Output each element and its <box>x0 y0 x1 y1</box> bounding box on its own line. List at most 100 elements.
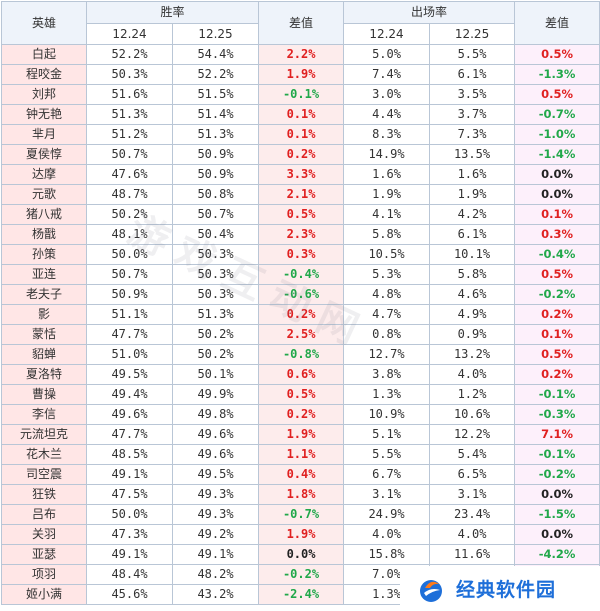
winrate-1224-cell: 47.5% <box>86 484 173 505</box>
winrate-diff-cell: -0.7% <box>258 504 345 525</box>
subheader-row: 12.24 12.25 12.24 12.25 <box>2 23 600 45</box>
table-row: 关羽 47.3% 49.2% 1.9% 4.0% 4.0% 0.0% <box>1 524 600 545</box>
winrate-diff-cell: 2.2% <box>258 44 345 65</box>
table-row: 白起 52.2% 54.4% 2.2% 5.0% 5.5% 0.5% <box>1 44 600 65</box>
header-pickrate-date2: 12.25 <box>429 23 516 45</box>
winrate-1224-cell: 50.9% <box>86 284 173 305</box>
winrate-1225-cell: 51.5% <box>171 84 260 105</box>
winrate-1224-cell: 48.5% <box>86 444 173 465</box>
winrate-1224-cell: 47.6% <box>86 164 173 185</box>
winrate-1225-cell: 50.2% <box>171 324 260 345</box>
table-row: 老夫子 50.9% 50.3% -0.6% 4.8% 4.6% -0.2% <box>1 284 600 305</box>
pickrate-1225-cell: 1.6% <box>429 164 516 185</box>
pickrate-1225-cell: 13.5% <box>429 144 516 165</box>
hero-name-cell: 程咬金 <box>1 64 87 85</box>
table-row: 狂铁 47.5% 49.3% 1.8% 3.1% 3.1% 0.0% <box>1 484 600 505</box>
hero-name-cell: 亚瑟 <box>1 544 87 565</box>
winrate-1224-cell: 47.7% <box>86 424 173 445</box>
winrate-diff-cell: 0.5% <box>258 204 345 225</box>
winrate-1225-cell: 49.3% <box>171 484 260 505</box>
hero-name-cell: 杨戬 <box>1 224 87 245</box>
pickrate-1224-cell: 3.0% <box>343 84 431 105</box>
winrate-1225-cell: 50.7% <box>171 204 260 225</box>
pickrate-diff-cell: -0.4% <box>514 244 600 265</box>
pickrate-diff-cell: 0.0% <box>514 164 600 185</box>
table-row: 刘邦 51.6% 51.5% -0.1% 3.0% 3.5% 0.5% <box>1 84 600 105</box>
pickrate-1225-cell: 6.1% <box>429 64 516 85</box>
pickrate-1225-cell: 10.6% <box>429 404 516 425</box>
hero-name-cell: 元歌 <box>1 184 87 205</box>
pickrate-1224-cell: 3.1% <box>343 484 431 505</box>
header-winrate-diff: 差值 <box>258 1 345 45</box>
pickrate-diff-cell: 0.1% <box>514 324 600 345</box>
winrate-1225-cell: 51.3% <box>171 304 260 325</box>
pickrate-1225-cell: 3.7% <box>429 104 516 125</box>
pickrate-diff-cell: 0.3% <box>514 224 600 245</box>
winrate-1224-cell: 47.3% <box>86 524 173 545</box>
winrate-diff-cell: 1.1% <box>258 444 345 465</box>
winrate-1224-cell: 47.7% <box>86 324 173 345</box>
pickrate-1224-cell: 15.8% <box>343 544 431 565</box>
pickrate-diff-cell: -0.1% <box>514 444 600 465</box>
pickrate-1225-cell: 4.9% <box>429 304 516 325</box>
header-winrate-date2: 12.25 <box>171 23 260 45</box>
hero-name-cell: 钟无艳 <box>1 104 87 125</box>
header-pickrate-date1: 12.24 <box>343 23 431 45</box>
table-row: 亚连 50.7% 50.3% -0.4% 5.3% 5.8% 0.5% <box>1 264 600 285</box>
pickrate-diff-cell: 0.0% <box>514 484 600 505</box>
table-row: 杨戬 48.1% 50.4% 2.3% 5.8% 6.1% 0.3% <box>1 224 600 245</box>
pickrate-1225-cell: 1.9% <box>429 184 516 205</box>
winrate-1224-cell: 51.6% <box>86 84 173 105</box>
winrate-1224-cell: 51.1% <box>86 304 173 325</box>
table-row: 钟无艳 51.3% 51.4% 0.1% 4.4% 3.7% -0.7% <box>1 104 600 125</box>
table-row: 吕布 50.0% 49.3% -0.7% 24.9% 23.4% -1.5% <box>1 504 600 525</box>
table-row: 元歌 48.7% 50.8% 2.1% 1.9% 1.9% 0.0% <box>1 184 600 205</box>
winrate-1224-cell: 51.0% <box>86 344 173 365</box>
winrate-1224-cell: 49.5% <box>86 364 173 385</box>
flame-globe-icon <box>416 574 446 604</box>
winrate-diff-cell: 0.0% <box>258 544 345 565</box>
winrate-1225-cell: 54.4% <box>171 44 260 65</box>
winrate-diff-cell: 0.2% <box>258 304 345 325</box>
winrate-diff-cell: -0.6% <box>258 284 345 305</box>
winrate-diff-cell: 2.3% <box>258 224 345 245</box>
winrate-1225-cell: 49.5% <box>171 464 260 485</box>
hero-name-cell: 孙策 <box>1 244 87 265</box>
pickrate-diff-cell: 7.1% <box>514 424 600 445</box>
pickrate-1224-cell: 4.1% <box>343 204 431 225</box>
header-hero: 英雄 <box>1 1 87 45</box>
pickrate-diff-cell: 0.1% <box>514 204 600 225</box>
table-row: 夏洛特 49.5% 50.1% 0.6% 3.8% 4.0% 0.2% <box>1 364 600 385</box>
pickrate-1225-cell: 3.5% <box>429 84 516 105</box>
winrate-diff-cell: 3.3% <box>258 164 345 185</box>
pickrate-1225-cell: 11.6% <box>429 544 516 565</box>
hero-name-cell: 猪八戒 <box>1 204 87 225</box>
hero-name-cell: 夏侯惇 <box>1 144 87 165</box>
table-row: 蒙恬 47.7% 50.2% 2.5% 0.8% 0.9% 0.1% <box>1 324 600 345</box>
pickrate-diff-cell: -1.3% <box>514 64 600 85</box>
winrate-1225-cell: 49.1% <box>171 544 260 565</box>
winrate-1224-cell: 50.0% <box>86 244 173 265</box>
hero-name-cell: 姬小满 <box>1 584 87 605</box>
winrate-1225-cell: 50.1% <box>171 364 260 385</box>
pickrate-1225-cell: 7.3% <box>429 124 516 145</box>
table-row: 程咬金 50.3% 52.2% 1.9% 7.4% 6.1% -1.3% <box>1 64 600 85</box>
winrate-diff-cell: 2.1% <box>258 184 345 205</box>
pickrate-1224-cell: 4.8% <box>343 284 431 305</box>
table-row: 李信 49.6% 49.8% 0.2% 10.9% 10.6% -0.3% <box>1 404 600 425</box>
pickrate-1224-cell: 1.3% <box>343 384 431 405</box>
winrate-diff-cell: 0.4% <box>258 464 345 485</box>
winrate-1224-cell: 50.7% <box>86 264 173 285</box>
winrate-1224-cell: 50.2% <box>86 204 173 225</box>
winrate-1225-cell: 49.9% <box>171 384 260 405</box>
pickrate-diff-cell: -0.7% <box>514 104 600 125</box>
pickrate-1225-cell: 3.1% <box>429 484 516 505</box>
pickrate-1225-cell: 1.2% <box>429 384 516 405</box>
pickrate-1225-cell: 23.4% <box>429 504 516 525</box>
winrate-1224-cell: 48.7% <box>86 184 173 205</box>
table-row: 夏侯惇 50.7% 50.9% 0.2% 14.9% 13.5% -1.4% <box>1 144 600 165</box>
winrate-1224-cell: 49.1% <box>86 464 173 485</box>
winrate-1224-cell: 51.3% <box>86 104 173 125</box>
winrate-diff-cell: 0.1% <box>258 124 345 145</box>
